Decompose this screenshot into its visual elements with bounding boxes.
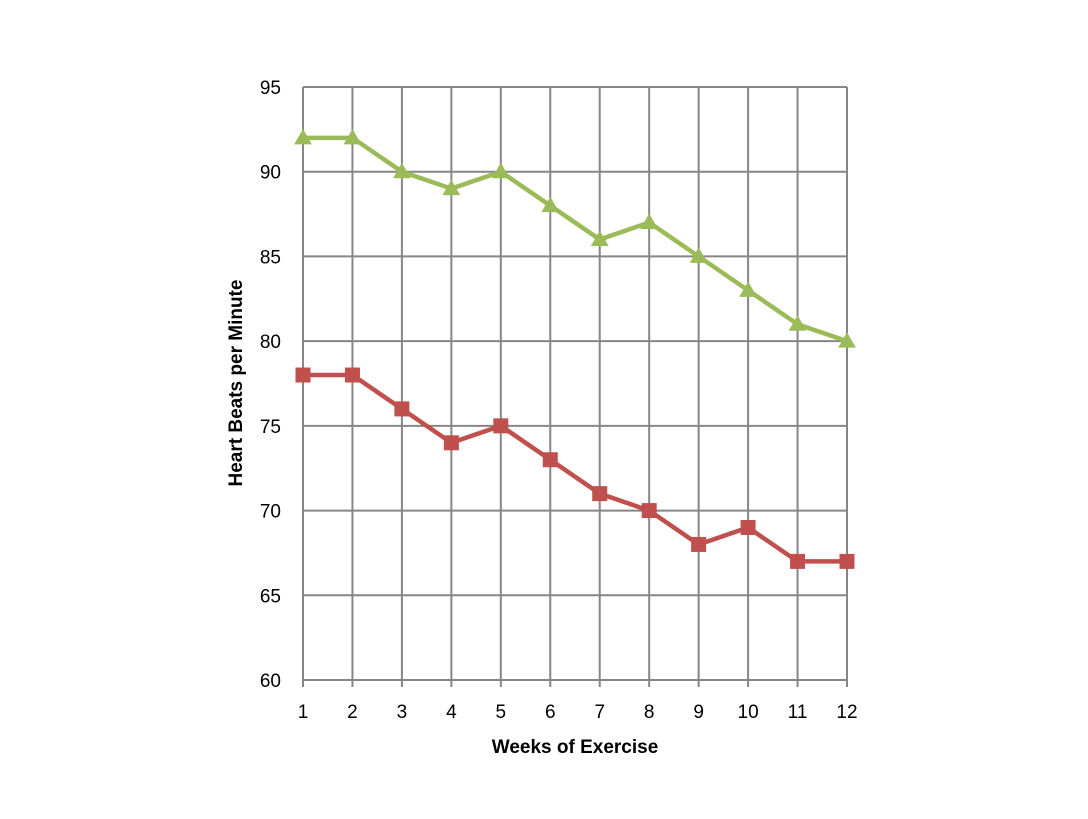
data-point-square [691,536,707,552]
data-point-triangle [393,162,411,179]
data-point-triangle [590,230,609,246]
data-point-triangle [689,247,708,263]
data-point-square [493,418,509,434]
data-point-square [641,503,657,519]
x-tick-label: 7 [594,702,605,723]
series-triangle [294,128,856,348]
x-tick-label: 5 [496,702,507,723]
x-tick-label: 3 [397,702,408,723]
y-tick-label: 90 [260,163,281,184]
data-point-square [394,401,410,417]
series-line [303,372,847,564]
y-tick-label: 85 [260,247,281,268]
series-layer [294,128,856,569]
y-tick-label: 70 [260,502,281,523]
data-point-square [295,367,311,383]
data-point-triangle [640,213,659,230]
x-axis-title: Weeks of Exercise [492,737,659,758]
x-tick-label: 9 [693,702,704,723]
x-tick-label: 4 [446,702,457,723]
y-tick-label: 80 [260,332,281,353]
x-tick-label: 10 [738,702,759,723]
y-tick-label: 75 [260,417,281,438]
data-point-triangle [343,128,362,145]
x-tick-label: 11 [788,702,808,723]
grid-lines [302,86,848,687]
data-point-square [344,367,360,383]
y-tick-label: 60 [260,671,281,692]
data-point-square [740,520,756,536]
data-point-square [592,486,608,502]
series-square [295,367,855,569]
x-tick-label: 6 [545,702,556,723]
data-point-triangle [294,128,312,145]
data-point-triangle [838,332,856,348]
data-point-triangle [739,281,757,297]
data-point-square [443,435,459,451]
y-axis-title: Heart Beats per Minute [226,280,247,487]
x-tick-label: 12 [836,702,857,723]
data-point-square [790,553,806,569]
data-point-square [542,452,558,468]
data-point-square [839,553,855,569]
x-tick-label: 1 [298,702,309,723]
x-tick-label: 8 [644,702,655,723]
x-tick-label: 2 [347,702,358,723]
data-point-triangle [788,315,807,331]
data-point-triangle [442,179,461,196]
y-tick-label: 95 [260,78,281,99]
y-tick-label: 65 [260,586,281,607]
data-point-triangle [491,162,510,179]
data-point-triangle [541,196,560,213]
series-line [303,135,848,344]
